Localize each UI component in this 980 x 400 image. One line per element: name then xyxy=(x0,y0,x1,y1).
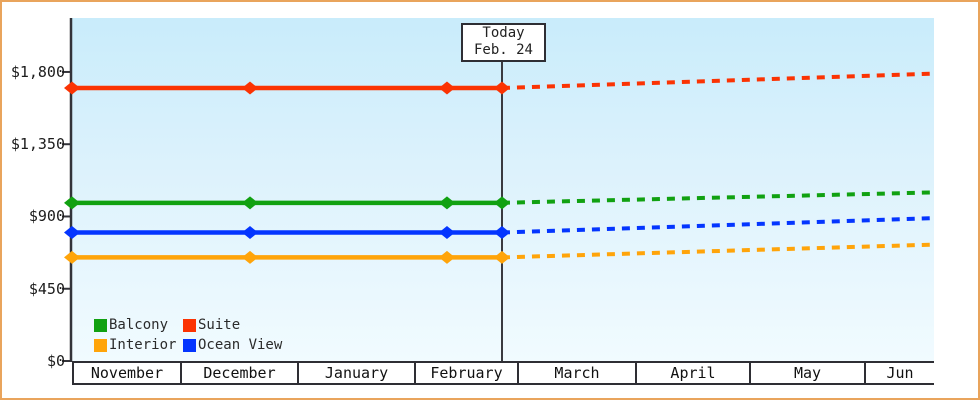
month-cell-february: February xyxy=(414,363,517,383)
data-point-marker-balcony xyxy=(242,196,259,210)
month-cell-may: May xyxy=(749,363,864,383)
data-point-marker-ocean-view xyxy=(64,226,80,240)
legend-swatch-balcony xyxy=(94,318,107,332)
legend-label: Ocean View xyxy=(198,337,283,353)
data-point-marker-interior xyxy=(242,250,259,264)
legend-item-balcony: Balcony xyxy=(94,315,183,335)
data-point-marker-interior xyxy=(64,250,80,264)
month-cell-april: April xyxy=(635,363,749,383)
today-annotation: Today Feb. 24 xyxy=(461,23,546,62)
legend-item-ocean-view: Ocean View xyxy=(183,335,282,355)
legend-label: Balcony xyxy=(109,317,169,333)
data-point-marker-balcony xyxy=(438,196,455,210)
data-point-marker-balcony xyxy=(64,196,80,210)
legend: Balcony Suite Interior Ocean View xyxy=(94,315,282,355)
y-axis-label: $0 xyxy=(46,352,65,370)
month-axis: November December January February March Apri… xyxy=(72,361,934,385)
forecast-line-interior xyxy=(501,242,935,260)
data-point-marker-suite xyxy=(493,81,510,95)
legend-item-suite: Suite xyxy=(183,315,282,335)
today-annotation-label: Today xyxy=(482,25,525,41)
legend-label: Suite xyxy=(198,317,241,333)
data-point-marker-suite xyxy=(438,81,455,95)
y-axis-label: $1,350 xyxy=(10,135,65,154)
data-point-marker-interior xyxy=(493,250,510,264)
month-cell-march: March xyxy=(517,363,635,383)
month-cell-november: November xyxy=(72,363,180,383)
month-cell-january: January xyxy=(297,363,414,383)
y-axis-label: $900 xyxy=(28,207,65,226)
legend-swatch-interior xyxy=(94,338,107,352)
today-vertical-line xyxy=(500,62,503,361)
month-cell-jun: Jun xyxy=(864,363,934,383)
legend-label: Interior xyxy=(109,337,177,353)
plot-area-background xyxy=(72,18,934,361)
data-point-marker-suite xyxy=(242,81,259,95)
y-axis-label: $450 xyxy=(28,279,65,298)
data-point-marker-ocean-view xyxy=(242,226,259,240)
forecast-line-ocean-view xyxy=(501,216,935,235)
data-point-marker-ocean-view xyxy=(493,226,510,240)
forecast-line-suite xyxy=(501,71,935,91)
legend-swatch-ocean-view xyxy=(183,338,196,352)
month-cell-december: December xyxy=(180,363,297,383)
y-axis-label: $1,800 xyxy=(10,62,65,81)
today-annotation-date: Feb. 24 xyxy=(473,42,533,58)
data-point-marker-interior xyxy=(438,250,455,264)
legend-swatch-suite xyxy=(183,318,196,332)
data-point-marker-ocean-view xyxy=(438,226,455,240)
data-point-marker-balcony xyxy=(493,196,510,210)
data-point-marker-suite xyxy=(64,81,80,95)
legend-item-interior: Interior xyxy=(94,335,183,355)
forecast-line-balcony xyxy=(501,190,935,205)
